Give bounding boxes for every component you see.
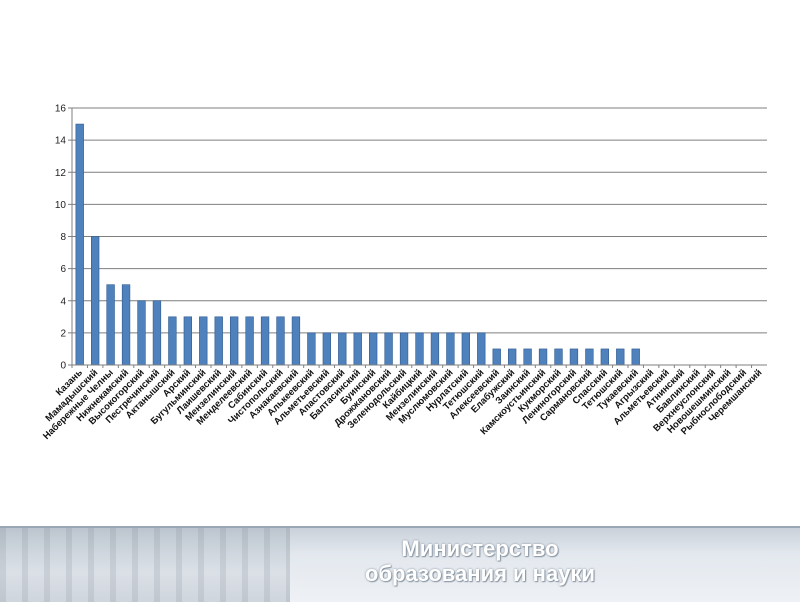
bar: [461, 332, 470, 366]
bar-chart: 0 2 4 6 8 10 12 14 16 КазаньМамадышскийНабережны…: [41, 104, 767, 442]
building-photo: [0, 528, 290, 602]
bar: [523, 348, 532, 366]
bar: [369, 332, 378, 366]
bar: [508, 348, 517, 366]
bar: [538, 348, 548, 366]
bar: [168, 316, 177, 366]
footer-banner: Министерство образования и науки: [0, 526, 800, 602]
y-tick-label: 4: [60, 296, 66, 307]
bar: [384, 332, 393, 366]
y-tick-labels: 0 2 4 6 8 10 12 14 16: [55, 104, 67, 372]
bar: [291, 316, 301, 366]
bar: [137, 300, 146, 366]
bar: [307, 332, 316, 366]
bar: [152, 300, 162, 366]
bar: [260, 316, 270, 366]
bar: [214, 316, 223, 366]
bar: [415, 332, 424, 366]
bar: [183, 316, 192, 366]
bar: [430, 332, 440, 366]
ministry-title: Министерство образования и науки: [330, 536, 630, 586]
bar: [121, 284, 131, 366]
bar: [477, 332, 486, 366]
bars: [71, 123, 753, 368]
bar: [631, 348, 640, 366]
ministry-title-line1: Министерство: [401, 536, 559, 561]
bar: [585, 348, 594, 366]
bar: [338, 332, 347, 366]
bar: [569, 348, 579, 366]
bar: [276, 316, 285, 366]
y-tick-label: 2: [60, 328, 66, 339]
bar: [106, 284, 115, 366]
ministry-title-line2: образования и науки: [365, 561, 595, 586]
y-tick-label: 12: [55, 168, 67, 179]
y-tick-label: 8: [60, 232, 66, 243]
y-tick-label: 0: [60, 361, 66, 372]
bar: [199, 316, 208, 366]
bar: [353, 332, 362, 366]
bar: [600, 348, 609, 366]
bar: [230, 316, 239, 366]
bar: [616, 348, 625, 366]
bar: [245, 316, 254, 366]
bar: [399, 332, 409, 366]
bar: [554, 348, 563, 366]
bar: [446, 332, 455, 366]
y-tick-label: 16: [55, 104, 67, 115]
y-tick-label: 14: [55, 136, 67, 147]
bar: [322, 332, 331, 366]
y-tick-label: 10: [55, 200, 67, 211]
y-tick-label: 6: [60, 264, 66, 275]
bar: [75, 123, 84, 366]
bar: [91, 236, 100, 366]
bar: [492, 348, 501, 366]
